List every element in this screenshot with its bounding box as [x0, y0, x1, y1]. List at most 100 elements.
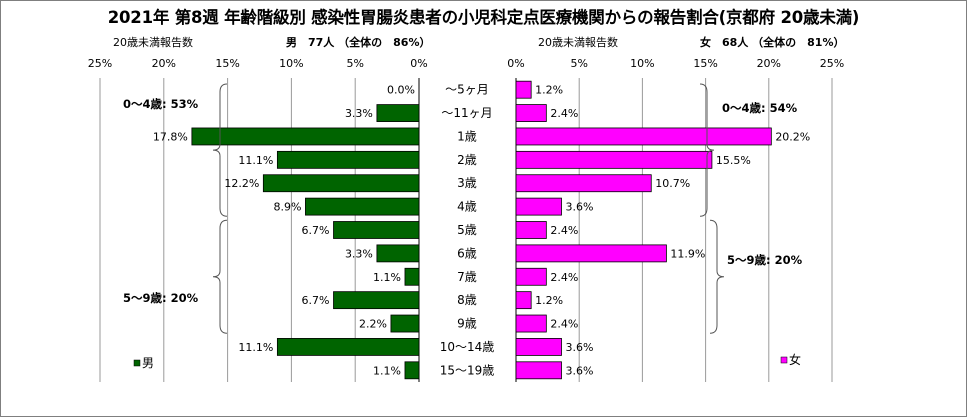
male-bar	[305, 197, 420, 216]
male-value-label: 12.2%	[224, 177, 259, 190]
category-label: 10～14歳	[440, 340, 495, 354]
category-labels: ～5ヶ月 ～11ヶ月 1歳 2歳 3歳 4歳 5歳 6歳 7歳 8歳 9歳 10～14歳 15～19歳	[440, 83, 495, 378]
male-group-0-4: 0～4歳: 53%	[123, 97, 199, 111]
male-bar	[191, 127, 420, 146]
female-value-label: 1.2%	[535, 294, 563, 307]
female-bar	[515, 361, 562, 380]
female-group-0-4: 0～4歳: 54%	[722, 101, 798, 115]
male-value-label: 6.7%	[302, 294, 330, 307]
male-value-label: 2.2%	[359, 318, 387, 331]
female-value-label: 20.2%	[775, 130, 810, 143]
x-tick-label-right: 5%	[570, 57, 587, 70]
male-value-label: 6.7%	[302, 224, 330, 237]
female-bar	[515, 244, 667, 263]
x-tick-label-left: 20%	[152, 57, 176, 70]
x-tick-label-left: 15%	[215, 57, 239, 70]
category-label: 4歳	[457, 200, 477, 214]
female-value-label: 2.4%	[550, 224, 578, 237]
male-legend-label: 男	[142, 356, 154, 370]
male-bar	[404, 361, 420, 380]
female-bar	[515, 314, 547, 333]
x-tick-label-left: 0%	[410, 57, 427, 70]
female-legend-label: 女	[789, 352, 801, 367]
female-value-label: 3.6%	[566, 364, 594, 377]
x-tick-label-right: 10%	[630, 57, 654, 70]
x-tick-label-right: 20%	[757, 57, 781, 70]
category-label: 9歳	[457, 317, 477, 331]
female-value-label: 3.6%	[566, 341, 594, 354]
male-value-label: 1.1%	[373, 271, 401, 284]
female-group-5-9: 5～9歳: 20%	[727, 253, 803, 267]
female-bar	[515, 80, 532, 99]
x-tick-label-left: 5%	[346, 57, 363, 70]
group-bracket	[709, 219, 725, 334]
female-bar	[515, 197, 562, 216]
chart-title: 2021年 第8週 年齢階級別 感染性胃腸炎患者の小児科定点医療機関からの報告割…	[107, 8, 860, 27]
female-value-label: 10.7%	[655, 177, 690, 190]
category-label: 5歳	[457, 223, 477, 237]
female-value-label: 15.5%	[716, 154, 751, 167]
male-bar	[276, 150, 420, 169]
male-value-label: 1.1%	[373, 364, 401, 377]
female-value-label: 2.4%	[550, 271, 578, 284]
female-bar	[515, 221, 547, 239]
male-bar	[262, 174, 420, 193]
male-value-label: 3.3%	[345, 107, 373, 120]
female-axis-caption: 20歳未満報告数	[538, 36, 618, 49]
group-brackets: 0～4歳: 53% 5～9歳: 20% 0～4歳: 54% 5～9歳: 20%	[123, 83, 803, 334]
female-value-label: 11.9%	[670, 247, 705, 260]
category-label: 6歳	[457, 246, 477, 260]
male-bar	[333, 221, 420, 239]
male-summary: 男 77人 （全体の 86%）	[286, 35, 430, 49]
female-bar	[515, 150, 713, 169]
bars	[191, 80, 772, 380]
category-label: 15～19歳	[440, 363, 495, 377]
x-tick-labels: 0% 0% 5% 5% 10% 10% 15% 15% 20% 20% 25% 25%	[88, 57, 844, 70]
male-value-label: 11.1%	[238, 341, 273, 354]
male-group-5-9: 5～9歳: 20%	[123, 291, 199, 305]
group-bracket	[212, 83, 228, 217]
x-tick-label-left: 25%	[88, 57, 112, 70]
male-value-label: 17.8%	[153, 130, 188, 143]
x-tick-label-left: 10%	[279, 57, 303, 70]
x-tick-label-right: 25%	[820, 57, 844, 70]
male-legend-swatch	[133, 359, 141, 367]
male-bar	[333, 291, 420, 310]
male-value-label: 11.1%	[238, 154, 273, 167]
male-bar	[276, 338, 420, 356]
male-value-label: 3.3%	[345, 247, 373, 260]
female-bar	[515, 338, 562, 356]
male-bar	[376, 104, 420, 122]
male-axis-caption: 20歳未満報告数	[113, 36, 193, 49]
female-legend-swatch	[780, 356, 788, 364]
male-value-label: 0.0%	[387, 84, 415, 97]
female-bar	[515, 104, 547, 122]
category-label: 2歳	[457, 153, 477, 167]
female-bar	[515, 174, 652, 193]
male-bar	[404, 267, 420, 286]
category-label: 3歳	[457, 176, 477, 190]
category-label: 7歳	[457, 270, 477, 284]
male-value-label: 8.9%	[273, 201, 301, 214]
female-bar	[515, 291, 532, 310]
female-value-label: 2.4%	[550, 107, 578, 120]
category-label: ～5ヶ月	[445, 83, 489, 97]
female-value-label: 1.2%	[535, 84, 563, 97]
group-bracket	[212, 219, 228, 334]
legends: 男女	[133, 352, 801, 370]
female-value-label: 2.4%	[550, 318, 578, 331]
female-bar	[515, 267, 547, 286]
category-label: ～11ヶ月	[441, 106, 492, 120]
female-summary: 女 68人 （全体の 81%）	[700, 35, 844, 49]
male-bar	[390, 314, 420, 333]
male-bar	[376, 244, 420, 263]
group-bracket	[699, 83, 715, 217]
x-tick-label-right: 0%	[507, 57, 524, 70]
value-labels: 0.0% 1.2% 3.3% 2.4% 17.8% 20.2% 11.1% 15.5% 12.2…	[153, 84, 810, 378]
x-tick-label-right: 15%	[693, 57, 717, 70]
female-value-label: 3.6%	[566, 201, 594, 214]
category-label: 1歳	[457, 129, 477, 143]
category-label: 8歳	[457, 293, 477, 307]
